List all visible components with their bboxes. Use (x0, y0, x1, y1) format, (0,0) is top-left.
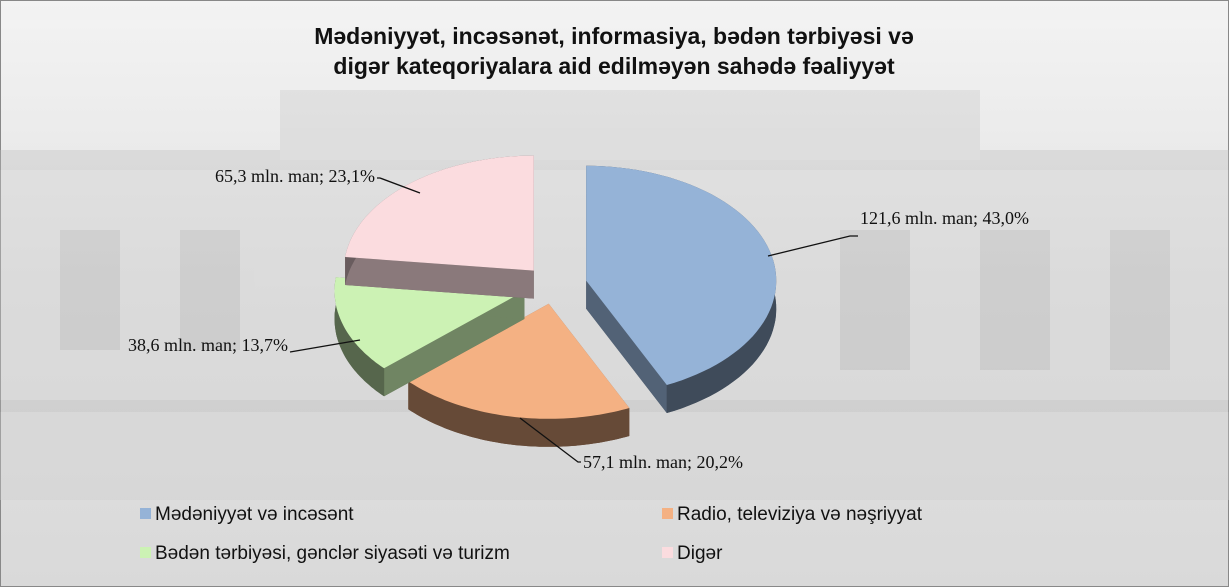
slice-wall (384, 290, 525, 397)
leader-line (767, 235, 858, 257)
slice-wall (345, 257, 534, 299)
leader-line (519, 417, 581, 463)
legend-swatch (140, 547, 151, 558)
slice-wall (586, 280, 667, 413)
legend-label: Digər (677, 543, 723, 564)
slice (586, 165, 777, 413)
leader-line (377, 177, 421, 194)
data-label: 38,6 mln. man; 13,7% (128, 335, 288, 355)
slice (345, 155, 534, 271)
slice (345, 155, 534, 299)
data-label: 57,1 mln. man; 20,2% (583, 452, 743, 472)
legend-label: Mədəniyyət və incəsənt (155, 504, 354, 525)
data-label: 65,3 mln. man; 23,1% (215, 166, 375, 186)
slice (408, 303, 630, 419)
chart-title: Mədəniyyət, incəsənət, informasiya, bədə… (314, 23, 914, 79)
leader-line (289, 339, 361, 353)
pie: 121,6 mln. man; 43,0% 57,1 mln. man; 20,2… (128, 155, 1029, 472)
slice (408, 303, 630, 447)
legend-swatch (662, 508, 673, 519)
slice-side (408, 381, 630, 447)
legend-swatch (662, 547, 673, 558)
slice (586, 165, 777, 385)
legend-label: Radio, televiziya və nəşriyyat (677, 504, 923, 525)
legend-swatch (140, 508, 151, 519)
data-label: 121,6 mln. man; 43,0% (860, 208, 1029, 228)
legend-label: Bədən tərbiyəsi, gənclər siyasəti və tur… (155, 543, 510, 564)
slice (334, 277, 525, 369)
slice-side (334, 277, 385, 397)
